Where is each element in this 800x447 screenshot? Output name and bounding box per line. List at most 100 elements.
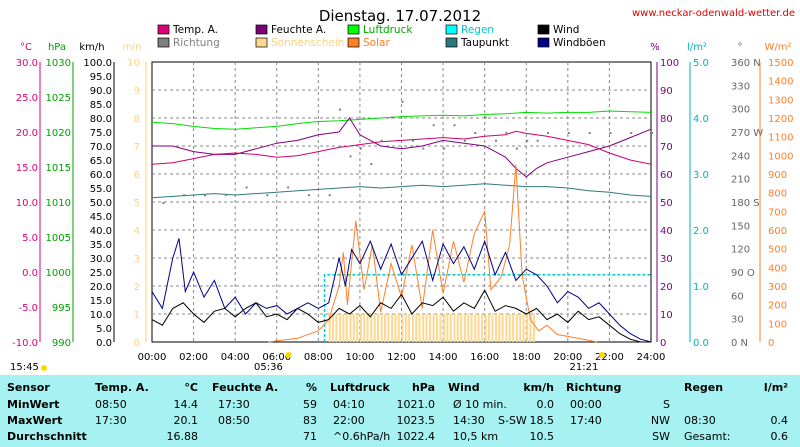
sunshine-bar	[415, 314, 418, 342]
sunshine-tick-label: 9	[134, 86, 140, 97]
stats-rain-time: 08:30	[684, 414, 716, 427]
sunshine-bar	[456, 314, 459, 342]
stats-rain-val: 0.4	[770, 414, 789, 427]
axes-layer: 00:00 02:00 04:00 06:00 08:00 10:00 12:00 14:00…	[10, 42, 793, 373]
humidity-tick-label: 70	[660, 142, 673, 153]
rain-tick-label: 0.0	[693, 338, 709, 349]
temp-tick-label: 30.0	[16, 58, 38, 69]
header-dir: Richtung	[566, 381, 622, 394]
sunshine-bar	[404, 314, 407, 342]
series-line-wind	[151, 289, 651, 343]
direction-point	[370, 163, 373, 166]
sunshine-bar	[394, 314, 397, 342]
direction-point	[630, 132, 633, 134]
sunshine-tick-label: 7	[134, 142, 140, 153]
sunshine-bars	[328, 314, 535, 342]
sunshine-bar	[467, 314, 470, 342]
direction-tick-label: 150	[731, 221, 750, 232]
sunshine-tick-label: 6	[134, 170, 140, 181]
direction-point	[266, 194, 269, 197]
x-tick-label: 12:00	[387, 352, 416, 363]
direction-point	[484, 116, 487, 119]
wind-tick-label: 25.0	[90, 268, 112, 279]
wind-tick-label: 40.0	[90, 226, 112, 237]
series-line-temp-a-	[151, 130, 652, 165]
rain-tick-label: 3.0	[693, 170, 709, 181]
legend-swatch	[255, 37, 268, 48]
stats-hum-time: 08:50	[218, 414, 250, 427]
header-wind-unit: km/h	[523, 381, 554, 394]
sunshine-bar	[505, 314, 508, 342]
solar-tick-label: 100	[768, 319, 787, 330]
stats-press-val: 1022.4	[396, 430, 436, 443]
direction-tick-label: 330	[731, 81, 750, 92]
direction-point	[536, 139, 539, 142]
sunshine-bar	[342, 314, 345, 342]
sunshine-bar	[519, 314, 522, 342]
solar-tick-label: 700	[768, 207, 787, 218]
solar-tick-label: 0	[768, 338, 774, 349]
legend-swatch	[537, 37, 550, 48]
direction-tick-label: 360 N	[731, 58, 761, 69]
temp-tick-label: 25.0	[16, 93, 38, 104]
humidity-tick-label: 90	[660, 86, 673, 97]
sunshine-bar	[422, 314, 425, 342]
humidity-tick-label: 20	[660, 282, 673, 293]
stats-hum-val: 83	[303, 414, 317, 427]
wind-tick-label: 100.0	[83, 58, 112, 69]
sunshine-bar	[526, 314, 529, 342]
series-line-windb-en	[151, 238, 652, 343]
header-hum: Feuchte A.	[212, 381, 279, 394]
stats-wind-val: 18.5	[529, 414, 555, 427]
direction-point	[224, 194, 227, 197]
direction-point	[328, 194, 331, 197]
legend-swatch	[445, 37, 458, 48]
direction-point	[287, 186, 290, 189]
sunshine-bar	[332, 314, 335, 342]
rain-tick-label: 1.0	[693, 282, 709, 293]
current-time-label: 15:45	[10, 362, 39, 373]
temp-tick-label: 10.0	[16, 198, 38, 209]
x-tick-label: 20:00	[553, 352, 582, 363]
header-temp: Temp. A.	[95, 381, 149, 394]
temp-tick-label: 15.0	[16, 163, 38, 174]
site-link[interactable]: www.neckar-odenwald-wetter.de	[632, 8, 795, 19]
direction-point	[203, 194, 206, 197]
sunshine-bar	[384, 314, 387, 342]
legend-swatch	[255, 24, 268, 35]
direction-tick-label: 270 W	[731, 128, 763, 139]
x-tick-label: 16:00	[470, 352, 499, 363]
stats-rain-time: Gesamt:	[684, 430, 731, 443]
current-sun-icon	[41, 365, 47, 371]
solar-tick-label: 1200	[768, 114, 793, 125]
stats-temp-time: 17:30	[95, 414, 127, 427]
sunshine-tick-label: 1	[134, 310, 140, 321]
wind-tick-label: 15.0	[90, 296, 112, 307]
solar-tick-label: 1000	[768, 151, 793, 162]
stats-press-val: 1023.5	[396, 414, 436, 427]
header-press-unit: hPa	[411, 381, 435, 394]
sunset-icon	[598, 352, 605, 358]
legend-label: Regen	[461, 24, 494, 36]
header-rain: Regen	[684, 381, 724, 394]
stats-dir-val: S	[663, 398, 670, 411]
solar-tick-label: 200	[768, 301, 787, 312]
legend-label: Temp. A.	[172, 24, 218, 36]
sunshine-bar	[491, 314, 494, 342]
pressure-tick-label: 1005	[46, 233, 71, 244]
sunshine-bar	[501, 314, 504, 342]
sunshine-bar	[345, 314, 348, 342]
sunshine-tick-label: 4	[134, 226, 140, 237]
sunshine-bar	[470, 314, 473, 342]
direction-tick-label: 180 S	[731, 198, 760, 209]
wind-axis-title: km/h	[79, 42, 104, 53]
x-tick-label: 24:00	[637, 352, 666, 363]
pressure-tick-label: 995	[52, 303, 71, 314]
stats-dir-time: 00:00	[570, 398, 602, 411]
temp-tick-label: 5.0	[22, 233, 38, 244]
sunshine-bar	[532, 314, 535, 342]
sunshine-bar	[495, 314, 498, 342]
sunshine-bar	[370, 314, 373, 342]
direction-tick-label: 0 N	[731, 338, 748, 349]
direction-point	[463, 139, 466, 142]
